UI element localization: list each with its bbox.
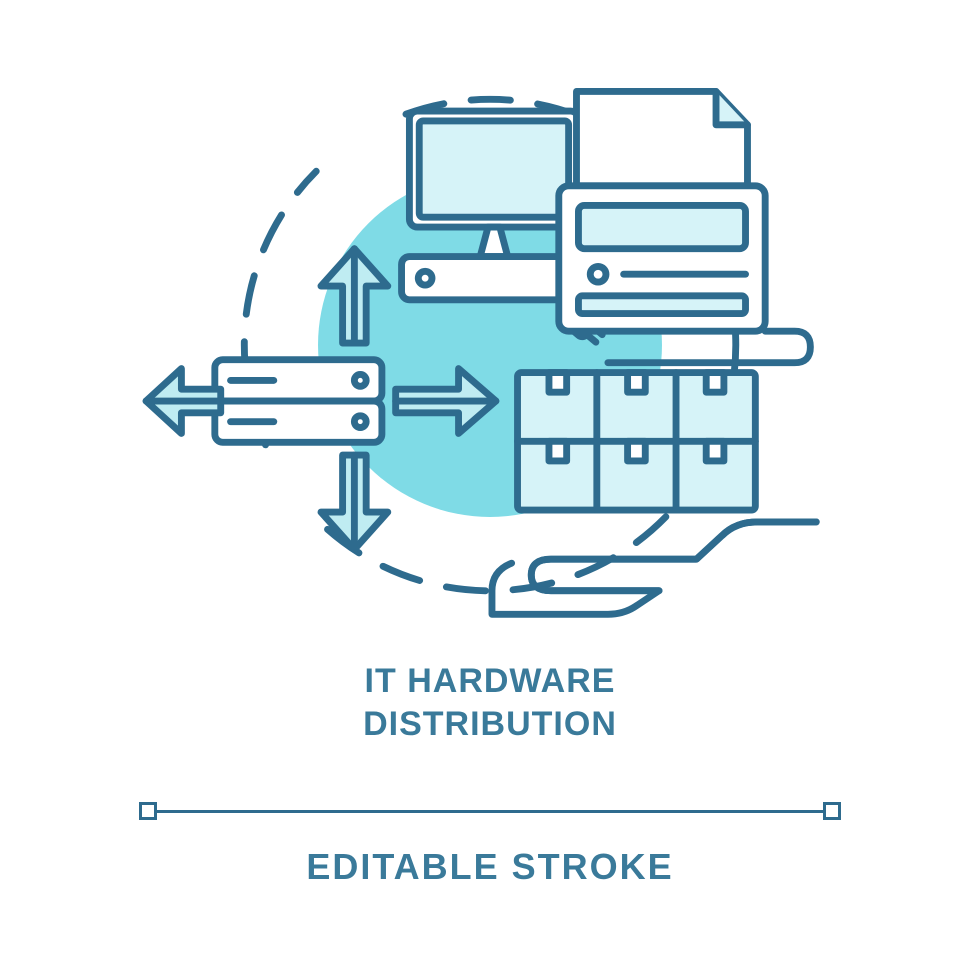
divider-cap-right [823, 802, 841, 820]
infographic-subtitle: EDITABLE STROKE [0, 846, 980, 888]
title-line2: DISTRIBUTION [363, 705, 617, 743]
infographic-canvas: { "infographic": { "type": "infographic"… [0, 0, 980, 980]
hand-icon [492, 522, 816, 614]
server-icon [215, 360, 382, 443]
icon-illustration [140, 60, 840, 630]
divider-cap-left [139, 802, 157, 820]
divider [148, 800, 832, 822]
printer-icon [559, 91, 811, 362]
infographic-title: IT HARDWARE DISTRIBUTION [0, 660, 980, 745]
boxes-icon [518, 373, 756, 511]
title-line1: IT HARDWARE [365, 662, 616, 700]
divider-bar [148, 810, 832, 813]
